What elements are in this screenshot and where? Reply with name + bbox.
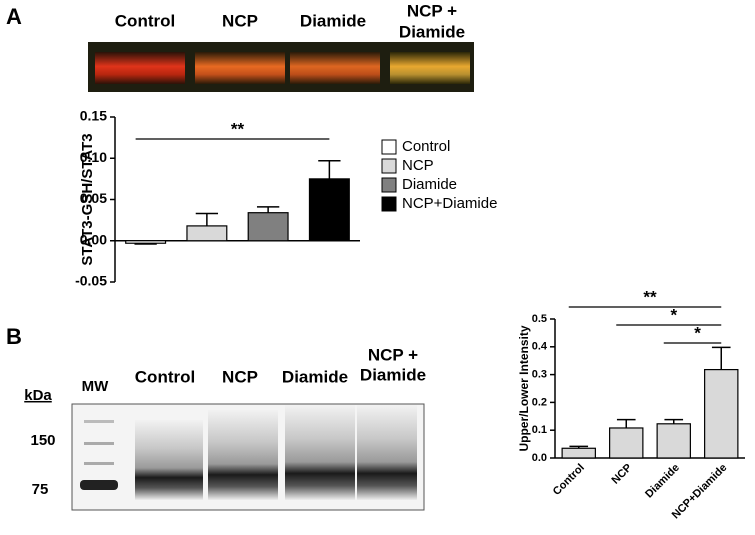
blot-a bbox=[88, 42, 474, 92]
unit-label: kDa bbox=[24, 387, 52, 404]
y-tick-label: 0.1 bbox=[532, 424, 547, 436]
y-tick-label: -0.05 bbox=[75, 273, 107, 289]
error-bar bbox=[256, 206, 280, 213]
legend-label: NCP+Diamide bbox=[402, 195, 497, 212]
bar bbox=[247, 212, 289, 242]
error-bar bbox=[318, 159, 341, 179]
y-tick-label: 0.05 bbox=[80, 190, 107, 206]
lane-label: NCP + bbox=[368, 345, 418, 364]
error-bar bbox=[134, 243, 157, 245]
bar bbox=[308, 178, 350, 242]
x-tick-label: Control bbox=[551, 462, 587, 498]
legend-label: Control bbox=[402, 138, 450, 155]
x-tick-label: Diamide bbox=[643, 462, 682, 501]
blot-b bbox=[71, 403, 425, 511]
size-label: 75 bbox=[32, 481, 49, 498]
y-tick-label: 0.0 bbox=[532, 452, 547, 464]
error-bar bbox=[711, 346, 731, 370]
lane-label: NCP bbox=[222, 367, 258, 386]
lane-label: NCP + bbox=[407, 1, 457, 20]
legend-swatch bbox=[381, 196, 397, 212]
y-tick-label: 0.4 bbox=[532, 341, 548, 353]
legend-swatch bbox=[381, 158, 397, 174]
bar bbox=[125, 240, 167, 244]
x-tick-label: NCP bbox=[610, 462, 635, 487]
legend-swatch bbox=[381, 177, 397, 193]
lane-label: NCP bbox=[222, 11, 258, 30]
y-tick-label: 0.2 bbox=[532, 396, 547, 408]
size-label: 150 bbox=[30, 432, 55, 449]
lane-label: MW bbox=[82, 378, 109, 395]
significance-label: * bbox=[670, 305, 677, 324]
legend-label: Diamide bbox=[402, 176, 457, 193]
significance-label: * bbox=[694, 323, 701, 342]
significance-label: ** bbox=[643, 287, 657, 306]
bar bbox=[704, 368, 739, 459]
lane-label: Control bbox=[135, 367, 195, 386]
error-bar bbox=[664, 418, 684, 424]
y-tick-label: 0.5 bbox=[532, 313, 547, 325]
y-tick-label: 0.00 bbox=[80, 231, 107, 247]
lane-label: Diamide bbox=[360, 365, 426, 384]
bar bbox=[656, 423, 691, 459]
bar bbox=[561, 447, 596, 459]
lane-label: Diamide bbox=[282, 367, 348, 386]
error-bar bbox=[616, 418, 636, 428]
y-tick-label: 0.15 bbox=[80, 108, 107, 124]
lane-label: Control bbox=[115, 11, 175, 30]
significance-label: ** bbox=[231, 119, 245, 138]
legend-label: NCP bbox=[402, 157, 434, 174]
y-tick-label: 0.3 bbox=[532, 369, 547, 381]
legend-swatch bbox=[381, 139, 397, 155]
y-tick-label: 0.10 bbox=[80, 149, 107, 165]
bar bbox=[186, 225, 228, 242]
error-bar bbox=[195, 212, 219, 226]
error-bar bbox=[569, 445, 589, 449]
bar bbox=[609, 427, 644, 459]
panel-label: A bbox=[6, 4, 22, 29]
y-axis-label: Upper/Lower Intensity bbox=[517, 325, 531, 451]
lane-label: Diamide bbox=[300, 11, 366, 30]
y-axis-label: STAT3-GSH/STAT3 bbox=[79, 133, 96, 265]
panel-label: B bbox=[6, 324, 22, 349]
lane-label: Diamide bbox=[399, 22, 465, 41]
